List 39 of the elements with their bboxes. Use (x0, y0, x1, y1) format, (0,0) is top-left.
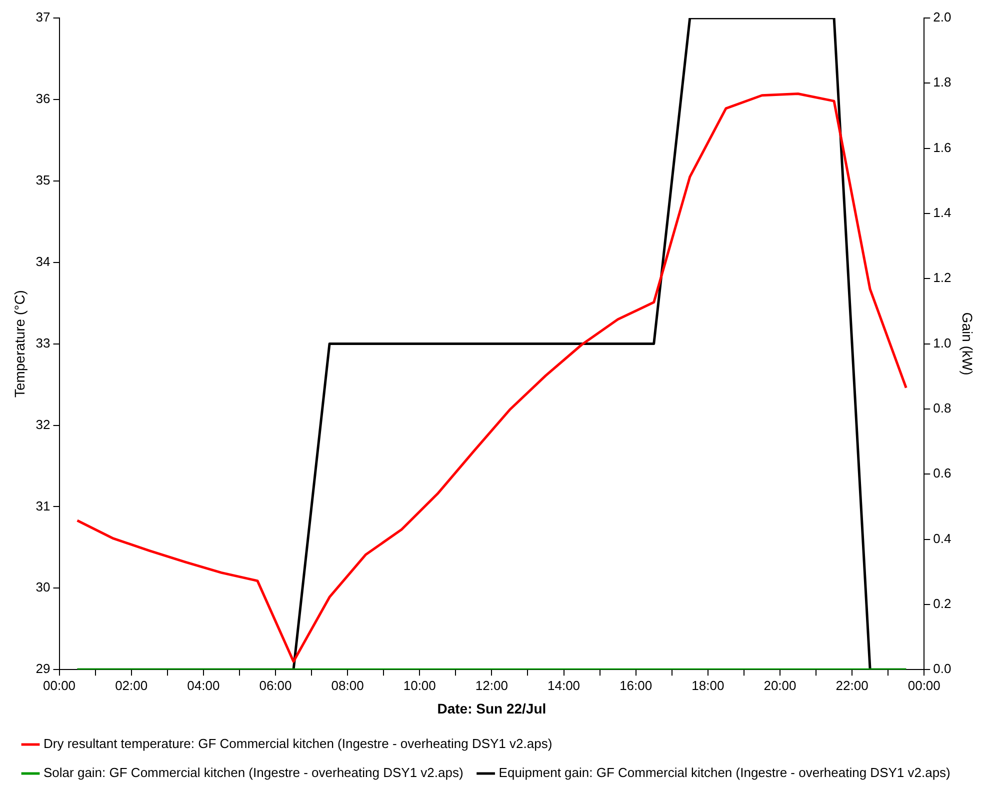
x-tick-label: 14:00 (547, 678, 580, 693)
legend-label: Dry resultant temperature: GF Commercial kitchen (Ingestre - overheating DSY1 v2.aps) (44, 736, 552, 752)
x-tick-label: 06:00 (259, 678, 292, 693)
y2-tick-label: 1.4 (933, 205, 952, 220)
x-axis-title: Date: Sun 22/Jul (437, 700, 546, 716)
y2-tick-label: 1.6 (933, 140, 952, 155)
y2-tick-label: 1.2 (933, 270, 952, 286)
x-tick-label: 16:00 (620, 678, 652, 693)
y2-tick-label: 1.0 (933, 335, 952, 350)
y-tick-label: 30 (36, 580, 50, 595)
legend-label: Solar gain: GF Commercial kitchen (Ingestre - overheating DSY1 v2.aps) (44, 765, 464, 780)
y-tick-label: 34 (36, 254, 50, 269)
legend-label: Equipment gain: GF Commercial kitchen (Ingestre - overheating DSY1 v2.aps) (498, 765, 950, 780)
x-tick-label: 22:00 (836, 678, 868, 693)
y2-tick-label: 0.0 (933, 661, 952, 676)
y-tick-label: 29 (36, 661, 50, 676)
x-tick-label: 04:00 (187, 678, 220, 693)
x-tick-label: 12:00 (475, 678, 508, 693)
y-tick-label: 31 (36, 498, 50, 514)
y2-axis-title: Gain (kW) (960, 312, 976, 376)
y-tick-label: 37 (36, 10, 50, 25)
y-tick-label: 32 (36, 416, 50, 432)
x-tick-label: 10:00 (403, 678, 436, 693)
x-tick-label: 00:00 (42, 678, 76, 693)
y2-tick-label: 0.8 (933, 400, 952, 416)
x-tick-label: 08:00 (331, 678, 364, 693)
y2-tick-label: 0.4 (933, 530, 952, 546)
x-tick-label: 02:00 (115, 678, 148, 693)
y2-tick-label: 1.8 (933, 74, 952, 90)
y2-tick-label: 0.2 (933, 596, 952, 612)
y-tick-label: 35 (36, 172, 50, 188)
x-tick-label: 00:00 (908, 678, 940, 693)
y-axis-title: Temperature (°C) (11, 290, 28, 398)
y2-tick-label: 0.6 (933, 466, 952, 481)
x-tick-label: 20:00 (764, 678, 796, 693)
x-tick-label: 18:00 (692, 678, 724, 693)
y-tick-label: 36 (36, 91, 50, 106)
y2-tick-label: 2.0 (933, 10, 952, 25)
y-tick-label: 33 (36, 335, 50, 350)
